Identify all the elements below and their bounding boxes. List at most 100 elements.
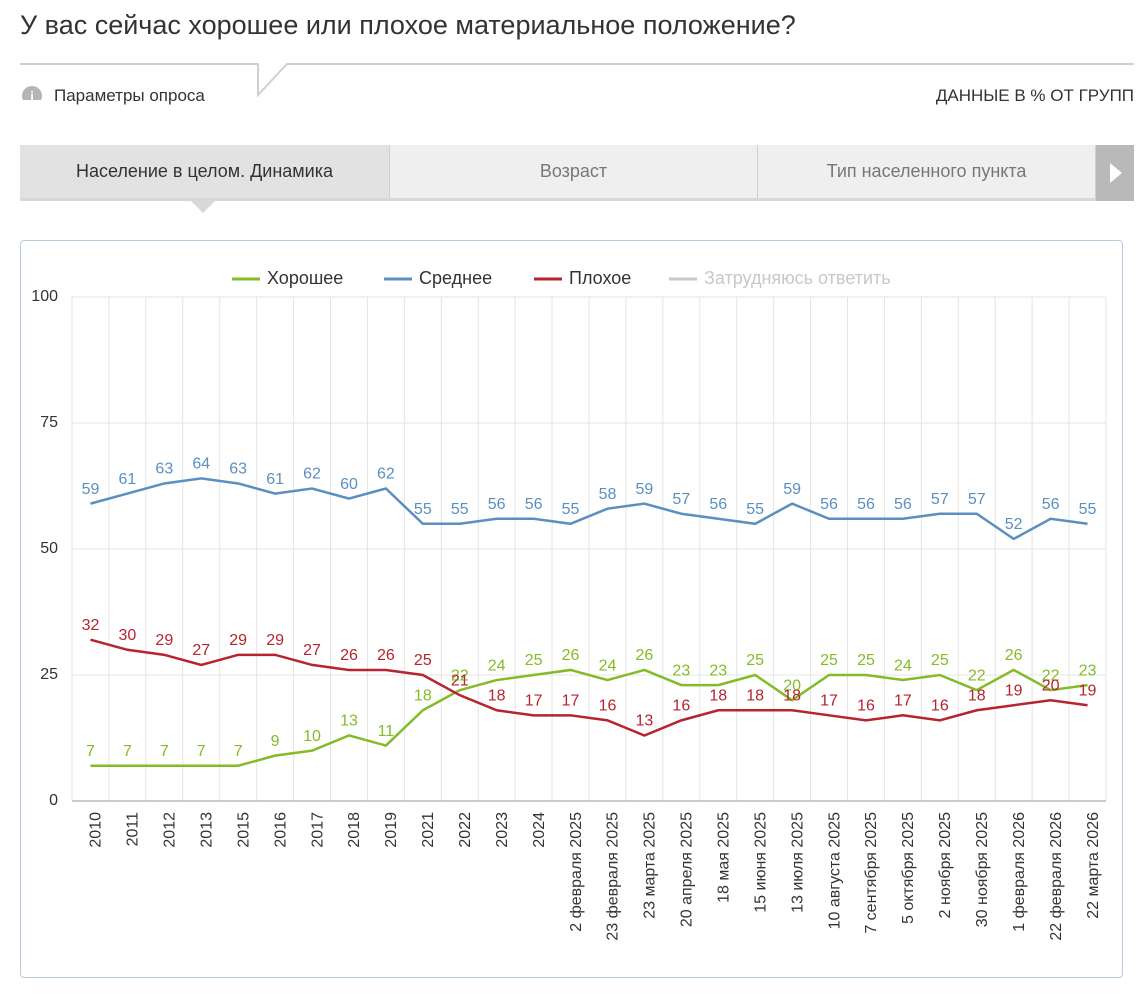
data-label: 55 bbox=[562, 501, 580, 518]
data-label: 22 bbox=[451, 667, 469, 684]
data-label: 23 bbox=[672, 662, 690, 679]
x-tick-label: 30 ноября 2025 bbox=[974, 812, 991, 927]
legend-label: Среднее bbox=[419, 268, 492, 288]
data-label: 55 bbox=[414, 501, 432, 518]
data-label: 25 bbox=[414, 652, 432, 669]
data-label: 55 bbox=[451, 501, 469, 518]
x-tick-label: 2024 bbox=[531, 812, 548, 848]
data-label: 56 bbox=[857, 496, 875, 513]
separator: i bbox=[20, 63, 1134, 100]
data-label: 59 bbox=[783, 481, 801, 498]
x-tick-label: 22 февраля 2026 bbox=[1048, 812, 1065, 941]
survey-params[interactable]: Параметры опроса bbox=[54, 86, 205, 105]
data-label: 18 bbox=[414, 687, 432, 704]
x-tick-label: 2021 bbox=[420, 812, 437, 848]
data-label: 9 bbox=[271, 733, 280, 750]
data-label: 26 bbox=[562, 647, 580, 664]
data-label: 16 bbox=[672, 698, 690, 715]
tab-scroll[interactable] bbox=[1096, 145, 1134, 201]
x-tick-label: 23 марта 2025 bbox=[642, 812, 659, 919]
data-label: 62 bbox=[377, 466, 395, 483]
data-label: 23 bbox=[1079, 662, 1097, 679]
data-label: 59 bbox=[635, 481, 653, 498]
series-line bbox=[90, 638, 1088, 737]
series-line bbox=[90, 477, 1088, 541]
data-label: 7 bbox=[86, 743, 95, 760]
data-label: 13 bbox=[635, 713, 653, 730]
data-label: 19 bbox=[1079, 682, 1097, 699]
x-tick-label: 2013 bbox=[198, 812, 215, 848]
x-tick-label: 2011 bbox=[125, 812, 142, 847]
x-tick-label: 2 ноября 2025 bbox=[937, 812, 954, 918]
data-label: 59 bbox=[82, 481, 100, 498]
data-label: 29 bbox=[229, 632, 247, 649]
data-label: 7 bbox=[123, 743, 132, 760]
x-tick-label: 2015 bbox=[235, 812, 252, 848]
data-label: 20 bbox=[1042, 677, 1060, 694]
data-label: 11 bbox=[378, 723, 395, 740]
data-label: 63 bbox=[229, 461, 247, 478]
data-label: 24 bbox=[488, 657, 506, 674]
data-label: 32 bbox=[82, 617, 100, 634]
data-label: 17 bbox=[562, 693, 580, 710]
data-label: 61 bbox=[118, 471, 136, 488]
data-label: 25 bbox=[857, 652, 875, 669]
x-tick-label: 15 июня 2025 bbox=[752, 812, 769, 913]
x-tick-label: 2 февраля 2025 bbox=[568, 812, 585, 932]
data-label: 56 bbox=[525, 496, 543, 513]
x-tick-label: 2017 bbox=[309, 812, 326, 848]
data-label: 17 bbox=[894, 693, 912, 710]
data-label: 16 bbox=[857, 698, 875, 715]
data-label: 27 bbox=[303, 642, 321, 659]
data-label: 22 bbox=[968, 667, 986, 684]
data-label: 18 bbox=[488, 687, 506, 704]
data-label: 18 bbox=[709, 687, 727, 704]
data-label: 16 bbox=[931, 698, 949, 715]
tab[interactable]: Возраст bbox=[390, 145, 758, 198]
x-tick-label: 2016 bbox=[272, 812, 289, 848]
chart-frame bbox=[20, 240, 1123, 978]
svg-text:i: i bbox=[30, 88, 34, 100]
page-title: У вас сейчас хорошее или плохое материал… bbox=[20, 10, 796, 40]
x-tick-label: 13 июля 2025 bbox=[789, 812, 806, 913]
data-label: 25 bbox=[931, 652, 949, 669]
data-label: 7 bbox=[197, 743, 206, 760]
x-tick-label: 18 мая 2025 bbox=[715, 812, 732, 903]
x-tick-label: 2022 bbox=[457, 812, 474, 848]
data-label: 56 bbox=[820, 496, 838, 513]
data-label: 25 bbox=[820, 652, 838, 669]
tab[interactable]: Тип населенного пункта bbox=[758, 145, 1096, 198]
data-label: 26 bbox=[1005, 647, 1023, 664]
x-tick-label: 20 апреля 2025 bbox=[679, 812, 696, 927]
tab[interactable]: Население в целом. Динамика bbox=[20, 145, 390, 198]
data-label: 24 bbox=[894, 657, 912, 674]
data-label: 23 bbox=[709, 662, 727, 679]
data-label: 63 bbox=[155, 461, 173, 478]
data-label: 26 bbox=[635, 647, 653, 664]
data-label: 20 bbox=[783, 677, 801, 694]
data-label: 56 bbox=[709, 496, 727, 513]
data-label: 18 bbox=[783, 687, 801, 704]
x-tick-label: 10 августа 2025 bbox=[826, 812, 843, 929]
data-label: 24 bbox=[599, 657, 617, 674]
data-label: 18 bbox=[746, 687, 764, 704]
data-label: 27 bbox=[192, 642, 210, 659]
data-label: 56 bbox=[1042, 496, 1060, 513]
data-label: 57 bbox=[672, 491, 690, 508]
x-tick-label: 2012 bbox=[162, 812, 179, 848]
x-tick-label: 7 сентября 2025 bbox=[863, 812, 880, 934]
data-label: 56 bbox=[894, 496, 912, 513]
data-label: 61 bbox=[266, 471, 284, 488]
data-label: 7 bbox=[234, 743, 243, 760]
tab-bar: Население в целом. Динамика Возраст Тип … bbox=[20, 145, 1134, 201]
legend-label: Хорошее bbox=[267, 268, 343, 288]
data-label: 29 bbox=[266, 632, 284, 649]
data-label: 30 bbox=[118, 627, 136, 644]
data-label: 10 bbox=[303, 728, 321, 745]
data-label: 17 bbox=[525, 693, 543, 710]
data-label: 52 bbox=[1005, 516, 1023, 533]
data-label: 21 bbox=[451, 672, 469, 689]
data-label: 62 bbox=[303, 466, 321, 483]
legend-label: Плохое bbox=[569, 268, 631, 288]
